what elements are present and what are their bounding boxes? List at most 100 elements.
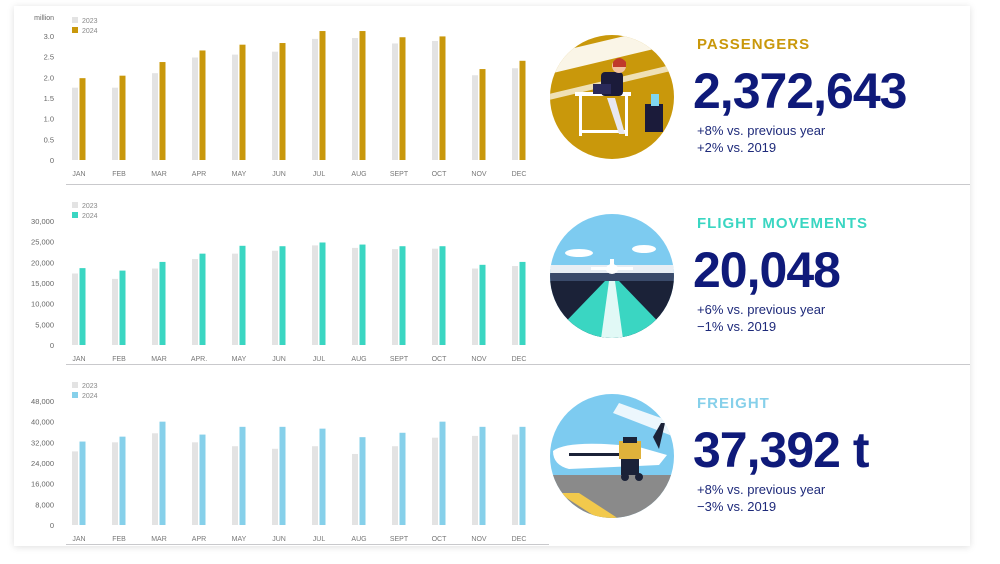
bar-2024 bbox=[199, 50, 206, 160]
divider bbox=[66, 544, 549, 545]
x-tick-label: APR. bbox=[191, 356, 207, 363]
divider bbox=[66, 364, 549, 365]
bar-2024 bbox=[519, 426, 526, 525]
x-tick-label: MAR bbox=[151, 536, 167, 543]
x-tick-label: MAR bbox=[151, 356, 167, 363]
stat-value: 37,392 t bbox=[693, 422, 869, 478]
x-tick-label: NOV bbox=[471, 356, 487, 363]
bar-2024 bbox=[119, 75, 126, 160]
stat-change-2019: −3% vs. 2019 bbox=[697, 499, 777, 514]
bar-2024 bbox=[239, 44, 246, 160]
stat-value: 20,048 bbox=[693, 242, 841, 298]
bar-2024 bbox=[79, 78, 86, 160]
bar-2024 bbox=[359, 31, 366, 161]
stat-change-prev-year: +8% vs. previous year bbox=[697, 482, 826, 497]
bar-2023 bbox=[512, 266, 518, 345]
y-tick-label: 1.0 bbox=[44, 115, 54, 124]
bar-2024 bbox=[279, 426, 286, 525]
y-tick-label: 20,000 bbox=[31, 258, 54, 267]
y-tick-label: 40,000 bbox=[31, 418, 54, 427]
y-tick-label: 0 bbox=[50, 341, 54, 350]
legend-swatch bbox=[72, 212, 78, 218]
bar-2024 bbox=[439, 421, 446, 525]
divider bbox=[66, 184, 549, 185]
y-tick-label: 0.5 bbox=[44, 135, 54, 144]
y-tick-label: 2.5 bbox=[44, 53, 54, 62]
stat-title: PASSENGERS bbox=[697, 36, 811, 53]
flight-movements-chart: 0 5,000 10,000 15,000 20,000 25,000 30,000 2023… bbox=[31, 202, 526, 363]
bar-2023 bbox=[232, 54, 238, 160]
bar-2023 bbox=[272, 448, 278, 525]
y-tick-label: 0 bbox=[50, 521, 54, 530]
x-tick-label: JUN bbox=[272, 356, 286, 363]
bar-2023 bbox=[432, 248, 438, 345]
x-tick-label: DEC bbox=[512, 171, 527, 178]
bar-2024 bbox=[439, 246, 446, 345]
bar-2023 bbox=[192, 57, 198, 160]
bar-2023 bbox=[392, 43, 398, 160]
legend-swatch bbox=[72, 202, 78, 208]
y-tick-label: 48,000 bbox=[31, 397, 54, 406]
passengers-chart: 0 0.5 1.0 1.5 2.0 2.5 3.0 million 2023 2024 JAN FEB… bbox=[34, 15, 527, 178]
bar-2023 bbox=[232, 446, 238, 525]
bar-2024 bbox=[279, 246, 286, 345]
charts-column: 0 0.5 1.0 1.5 2.0 2.5 3.0 million 2023 2024 JAN FEB… bbox=[14, 6, 549, 546]
bar-2024 bbox=[319, 428, 326, 525]
x-tick-label: JUL bbox=[313, 356, 326, 363]
legend-label: 2023 bbox=[82, 383, 98, 390]
bar-2024 bbox=[119, 270, 126, 345]
bar-2024 bbox=[79, 441, 86, 525]
bar-2023 bbox=[112, 87, 118, 160]
bar-2024 bbox=[399, 37, 406, 160]
bar-2023 bbox=[72, 87, 78, 160]
x-tick-label: JAN bbox=[72, 171, 85, 178]
bar-2024 bbox=[479, 264, 486, 345]
bar-2024 bbox=[319, 242, 326, 345]
x-tick-label: MAY bbox=[232, 356, 247, 363]
stat-title: FREIGHT bbox=[697, 395, 770, 412]
y-tick-label: 10,000 bbox=[31, 300, 54, 309]
stat-change-prev-year: +6% vs. previous year bbox=[697, 302, 826, 317]
x-tick-label: AUG bbox=[351, 536, 366, 543]
stat-change-prev-year: +8% vs. previous year bbox=[697, 123, 826, 138]
bar-2023 bbox=[272, 51, 278, 160]
x-tick-label: JUL bbox=[313, 536, 326, 543]
bar-2023 bbox=[192, 442, 198, 525]
bar-2024 bbox=[239, 426, 246, 525]
stat-value: 2,372,643 bbox=[693, 63, 907, 119]
x-tick-label: FEB bbox=[112, 171, 126, 178]
x-tick-label: MAY bbox=[232, 171, 247, 178]
x-tick-label: NOV bbox=[471, 171, 487, 178]
x-tick-label: SEPT bbox=[390, 536, 409, 543]
bar-2023 bbox=[472, 75, 478, 160]
legend-label: 2024 bbox=[82, 213, 98, 220]
passengers-stat: PASSENGERS 2,372,643 +8% vs. previous ye… bbox=[549, 6, 970, 184]
y-tick-label: 0 bbox=[50, 156, 54, 165]
bar-2023 bbox=[272, 250, 278, 345]
x-tick-label: APR bbox=[192, 536, 206, 543]
bar-2024 bbox=[79, 268, 86, 345]
bar-2023 bbox=[72, 451, 78, 525]
bar-2023 bbox=[152, 433, 158, 525]
x-tick-label: OCT bbox=[432, 536, 448, 543]
freight-chart: 0 8,000 16,000 24,000 32,000 40,000 48,000 2023… bbox=[31, 382, 526, 543]
cargo-loading-illustration bbox=[550, 394, 674, 518]
bar-2024 bbox=[159, 62, 166, 160]
y-tick-label: 25,000 bbox=[31, 238, 54, 247]
x-tick-label: JAN bbox=[72, 356, 85, 363]
x-tick-label: OCT bbox=[432, 171, 448, 178]
legend-label: 2023 bbox=[82, 18, 98, 25]
y-tick-label: 8,000 bbox=[35, 500, 54, 509]
bar-2024 bbox=[159, 261, 166, 345]
y-tick-label: 15,000 bbox=[31, 279, 54, 288]
bar-2023 bbox=[512, 434, 518, 525]
flight-movements-stat: FLIGHT MOVEMENTS 20,048 +6% vs. previous… bbox=[549, 185, 970, 364]
bar-2024 bbox=[239, 245, 246, 345]
bar-2024 bbox=[359, 437, 366, 525]
legend-swatch bbox=[72, 17, 78, 23]
y-axis-unit-label: million bbox=[34, 15, 54, 22]
bar-2023 bbox=[512, 68, 518, 160]
x-tick-label: JAN bbox=[72, 536, 85, 543]
x-tick-label: SEPT bbox=[390, 171, 409, 178]
bar-2024 bbox=[479, 426, 486, 525]
